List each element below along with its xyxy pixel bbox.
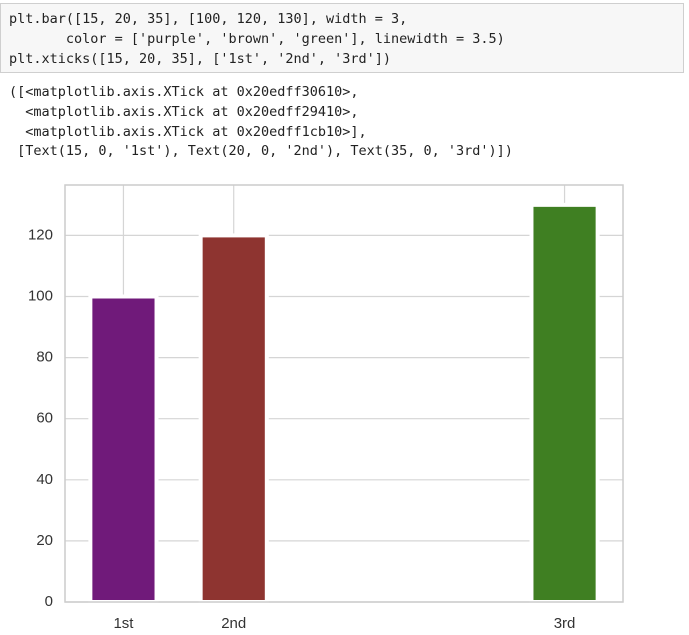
code-line: plt.xticks([15, 20, 35], ['1st', '2nd', … [9,51,392,67]
axes-frame [64,184,624,603]
code-line: color = ['purple', 'brown', 'green'], li… [9,31,505,47]
y-tick-label: 0 [45,593,53,610]
y-tick-label: 120 [28,226,53,243]
x-tick-label: 3rd [554,615,576,632]
output-line: ([<matplotlib.axis.XTick at 0x20edff3061… [9,84,359,100]
x-tick-label: 1st [113,615,134,632]
y-tick-label: 20 [36,532,53,549]
y-tick-label: 60 [36,410,53,427]
y-tick-label: 80 [36,349,53,366]
y-tick-label: 100 [28,287,53,304]
bar [88,294,159,604]
bar [198,233,269,605]
bar [529,202,600,604]
code-cell[interactable] [0,3,684,73]
output-line: <matplotlib.axis.XTick at 0x20edff29410>… [9,104,359,120]
x-tick-label: 2nd [221,615,246,632]
output-line: <matplotlib.axis.XTick at 0x20edff1cb10>… [9,124,367,140]
y-tick-label: 40 [36,471,53,488]
output-line: [Text(15, 0, '1st'), Text(20, 0, '2nd'),… [9,143,513,159]
code-line: plt.bar([15, 20, 35], [100, 120, 130], w… [9,11,408,27]
